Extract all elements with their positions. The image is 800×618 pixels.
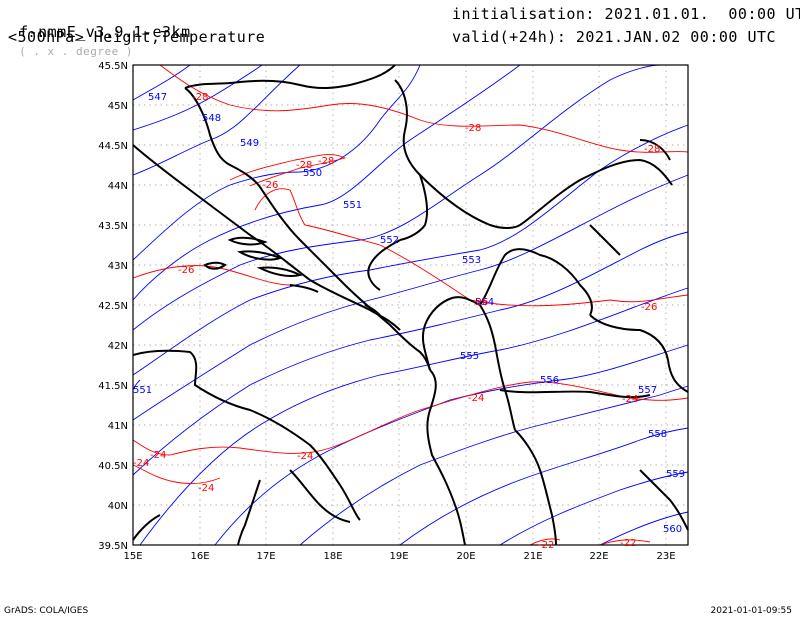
- islands: [203, 236, 383, 319]
- level-title: <500hPa> Height,Temperature: [8, 28, 266, 46]
- temperature-label: -28: [318, 156, 334, 167]
- temperature-label: -24: [133, 458, 149, 469]
- lon-tick: 23E: [656, 551, 675, 562]
- footer-left: GrADS: COLA/IGES: [4, 606, 89, 616]
- temperature-label: -26: [641, 302, 657, 313]
- height-label: 552: [380, 235, 399, 246]
- lon-tick: 22E: [589, 551, 608, 562]
- model-resolution: ( . x . degree ): [19, 45, 134, 58]
- temperature-label: -28: [644, 144, 660, 155]
- height-labels: 547 548 549 550 551 552 553 554 555 556 …: [133, 92, 685, 535]
- lat-tick: 45.5N: [98, 61, 128, 72]
- height-label: 549: [240, 138, 259, 149]
- lat-tick: 43.5N: [98, 221, 128, 232]
- height-label: 547: [148, 92, 167, 103]
- height-label: 556: [540, 375, 559, 386]
- temperature-label: -24: [198, 483, 214, 494]
- lat-tick: 42N: [108, 341, 128, 352]
- temperature-label: -26: [472, 297, 488, 308]
- footer-right: 2021-01-01-09:55: [710, 606, 793, 616]
- valid-time: valid(+24h): 2021.JAN.02 00:00 UTC: [452, 28, 777, 46]
- lat-tick: 44.5N: [98, 141, 128, 152]
- lat-tick: 40N: [108, 501, 128, 512]
- height-label: 559: [666, 469, 685, 480]
- height-label: 548: [202, 113, 221, 124]
- lat-tick: 42.5N: [98, 301, 128, 312]
- temperature-label: -22: [538, 540, 554, 551]
- lat-tick: 39.5N: [98, 541, 128, 552]
- height-label: 557: [638, 385, 657, 396]
- height-label: 553: [462, 255, 481, 266]
- lon-tick: 17E: [256, 551, 275, 562]
- temperature-label: -26: [262, 180, 278, 191]
- temperature-label: -24: [297, 451, 313, 462]
- model-name: f-nmmE_v3.9.1-e3km: [19, 23, 191, 41]
- height-label: 551: [133, 385, 152, 396]
- height-label: 551: [343, 200, 362, 211]
- map-frame: [132, 64, 689, 546]
- lat-tick-labels: 39.5N 40N 40.5N 41N 41.5N 42N 42.5N 43N …: [98, 61, 128, 552]
- lon-tick: 15E: [123, 551, 142, 562]
- temperature-label: -24: [468, 393, 484, 404]
- temperature-label: -28: [296, 160, 312, 171]
- map-grid: [133, 65, 688, 545]
- lat-tick: 41N: [108, 421, 128, 432]
- height-label: 555: [460, 351, 479, 362]
- init-time: initialisation: 2021.01.01. 00:00 UTC: [452, 5, 800, 23]
- height-label: 554: [475, 297, 494, 308]
- lat-tick: 45N: [108, 101, 128, 112]
- lat-tick: 44N: [108, 181, 128, 192]
- height-label: 550: [303, 168, 322, 179]
- temperature-label: -24: [622, 394, 638, 405]
- height-label: 558: [648, 429, 667, 440]
- model-title: f-nmmE_v3.9.1-e3km ( . x . degree ): [0, 5, 191, 59]
- lon-tick-labels: 15E 16E 17E 18E 19E 20E 21E 22E 23E: [123, 551, 675, 562]
- temperature-label: -28: [192, 92, 208, 103]
- height-label: 560: [663, 524, 682, 535]
- lat-tick: 43N: [108, 261, 128, 272]
- temperature-label: -22: [620, 538, 636, 549]
- lon-tick: 20E: [456, 551, 475, 562]
- lat-tick: 40.5N: [98, 461, 128, 472]
- lon-tick: 16E: [190, 551, 209, 562]
- temperature-labels: -28 -28 -28 -28 -28 -26 -26 -26 -26 -24 …: [133, 92, 660, 551]
- temperature-label: -24: [150, 450, 166, 461]
- temperature-label: -26: [178, 265, 194, 276]
- lon-tick: 21E: [523, 551, 542, 562]
- lat-tick: 41.5N: [98, 381, 128, 392]
- coastlines-borders: [132, 64, 689, 546]
- lon-tick: 19E: [389, 551, 408, 562]
- temperature-label: -28: [465, 123, 481, 134]
- lon-tick: 18E: [323, 551, 342, 562]
